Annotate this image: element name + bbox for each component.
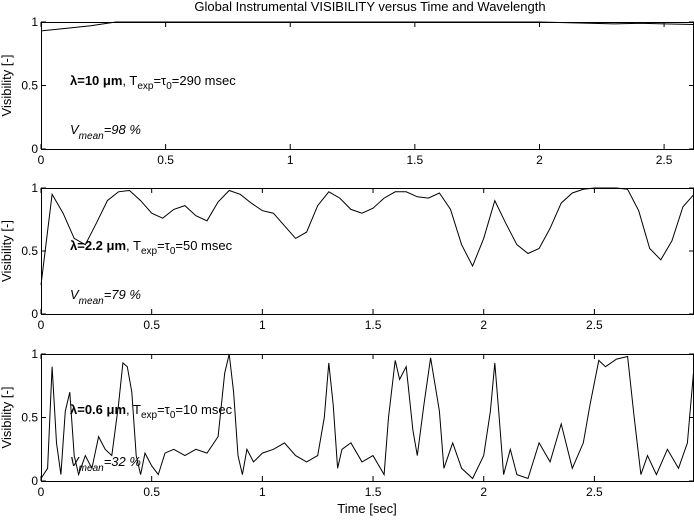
x-tick-label: 0 [38,485,45,499]
y-tick-label: 1 [31,347,38,361]
y-tick-label: 0 [31,474,38,488]
tau-subscript: 0 [170,246,176,257]
y-axis-label: Visibility [-] [0,55,14,117]
y-tick-label: 0.5 [21,411,38,425]
mean-subscript: mean [79,131,104,142]
x-tick-label: 0.5 [143,485,160,499]
mean-visibility-annotation: Vmean=98 % [70,122,141,142]
exposure-time: =10 msec [175,402,232,417]
y-tick-label: 0.5 [21,244,38,258]
exposure-prefix: , T [122,73,137,88]
x-tick-label: 0 [38,153,45,167]
x-tick-label: 2 [480,318,487,332]
wavelength-value: λ=10 μm [70,73,122,88]
x-tick-label: 2.5 [586,485,603,499]
x-tick-label: 2 [480,485,487,499]
mean-subscript: mean [79,463,104,474]
mean-value: =98 % [104,122,141,137]
x-tick-label: 1.5 [365,318,382,332]
x-tick-label: 0.5 [143,318,160,332]
mean-symbol: V [70,122,80,137]
series-line [40,187,694,286]
exposure-prefix: , T [126,402,141,417]
exposure-subscript: exp [137,81,154,92]
tau-symbol: =τ [157,238,171,253]
y-axis-label: Visibility [-] [0,220,14,282]
x-tick-label: 1 [259,485,266,499]
x-tick-label: 0 [38,318,45,332]
exposure-time: =290 msec [172,73,236,88]
mean-subscript: mean [79,296,104,307]
chart-panel-2: 0 0.5 1 1.5 2 2.5 0 0.5 1 Visibility [-] λ=2.2 μm,… [0,181,694,332]
x-tick-label: 1 [259,318,266,332]
exposure-time: =50 msec [175,238,232,253]
mean-visibility-annotation: Vmean=32 % [70,454,141,474]
series-line [40,353,694,480]
x-tick-label: 1.5 [365,485,382,499]
mean-visibility-annotation: Vmean=79 % [70,287,141,307]
exposure-subscript: exp [141,246,158,257]
x-tick-label: 2.5 [656,153,673,167]
mean-value: =32 % [104,454,141,469]
tau-symbol: =τ [153,73,167,88]
y-tick-label: 1 [31,15,38,29]
tau-symbol: =τ [157,402,171,417]
x-axis-label: Time [sec] [337,501,396,516]
series-line [40,21,694,32]
x-tick-label: 1 [287,153,294,167]
x-tick-label: 2 [536,153,543,167]
x-tick-label: 2.5 [586,318,603,332]
exposure-prefix: , T [126,238,141,253]
tau-subscript: 0 [170,410,176,421]
tau-subscript: 0 [166,81,172,92]
y-tick-label: 0 [31,142,38,156]
x-tick-label: 0.5 [157,153,174,167]
mean-symbol: V [70,454,80,469]
wavelength-annotation: λ=0.6 μm, Texp=τ0=10 msec [70,402,233,421]
y-tick-label: 0 [31,307,38,321]
mean-symbol: V [70,287,80,302]
chart-panel-1: 0 0.5 1 1.5 2 2.5 0 0.5 1 Visibility [-] λ=10 μm, … [0,15,694,167]
x-tick-label: 1.5 [407,153,424,167]
wavelength-value: λ=0.6 μm [70,402,126,417]
chart-panel-3: 0 0.5 1 1.5 2 2.5 0 0.5 1 Visibility [-] λ=0.6 μm,… [0,347,694,499]
wavelength-value: λ=2.2 μm [70,238,126,253]
y-axis-label: Visibility [-] [0,387,14,449]
figure-title: Global Instrumental VISIBILITY versus Ti… [194,0,545,14]
y-tick-label: 0.5 [21,79,38,93]
wavelength-annotation: λ=2.2 μm, Texp=τ0=50 msec [70,238,233,257]
wavelength-annotation: λ=10 μm, Texp=τ0=290 msec [70,73,236,92]
exposure-subscript: exp [141,410,158,421]
mean-value: =79 % [104,287,141,302]
y-tick-label: 1 [31,181,38,195]
